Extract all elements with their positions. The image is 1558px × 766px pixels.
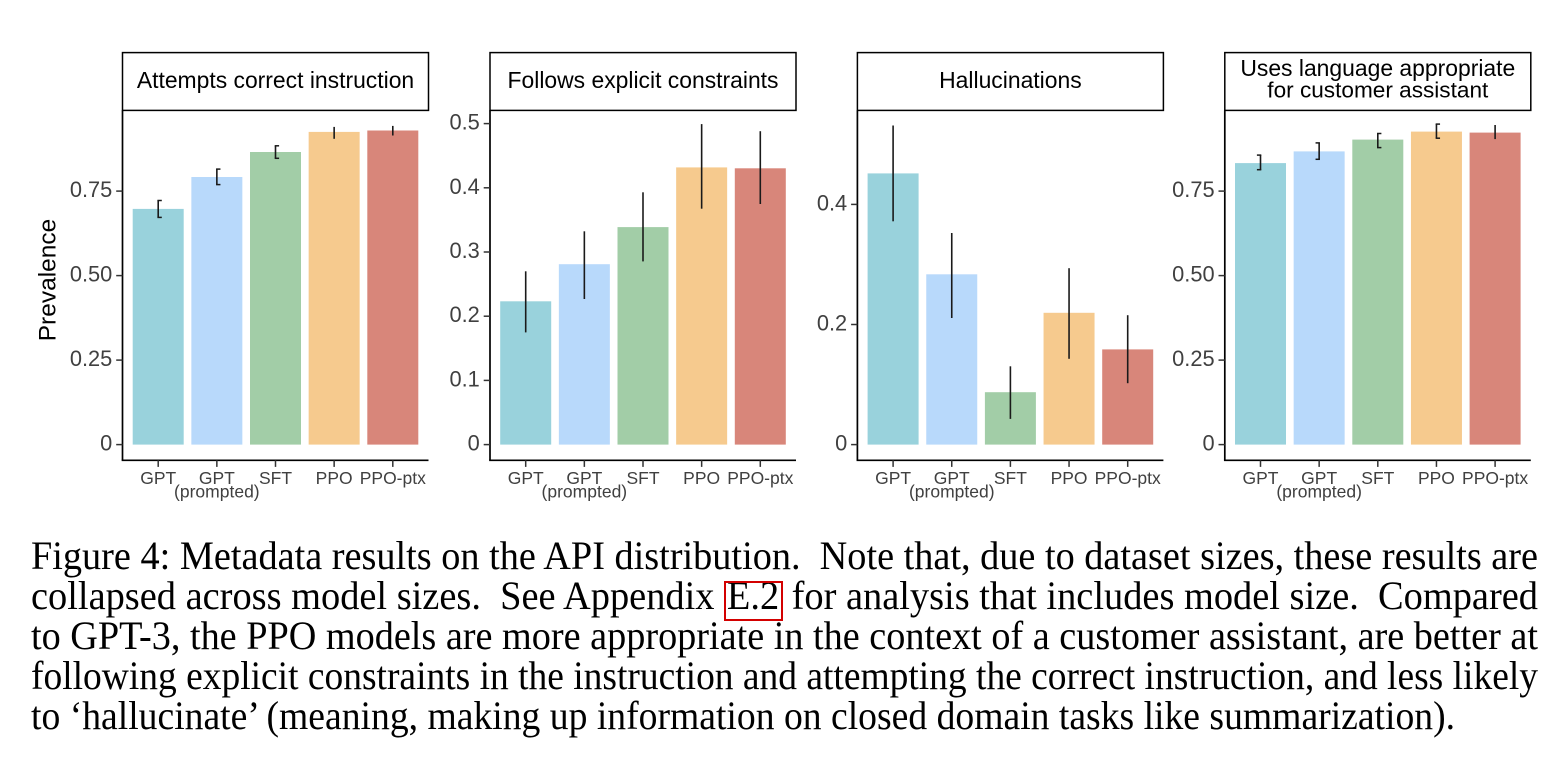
svg-text:0: 0 bbox=[1202, 431, 1214, 456]
svg-text:(prompted): (prompted) bbox=[1276, 482, 1362, 502]
svg-text:GPT: GPT bbox=[199, 468, 235, 488]
svg-text:0.5: 0.5 bbox=[449, 110, 479, 135]
svg-text:PPO-ptx: PPO-ptx bbox=[1462, 468, 1528, 488]
svg-text:PPO: PPO bbox=[1418, 468, 1455, 488]
svg-text:GPT: GPT bbox=[566, 468, 602, 488]
svg-text:PPO: PPO bbox=[316, 468, 353, 488]
svg-text:0: 0 bbox=[835, 431, 847, 456]
svg-text:0.4: 0.4 bbox=[449, 174, 479, 199]
svg-text:(prompted): (prompted) bbox=[909, 482, 995, 502]
svg-text:Attempts correct instruction: Attempts correct instruction bbox=[137, 67, 414, 93]
svg-text:Follows explicit constraints: Follows explicit constraints bbox=[508, 67, 779, 93]
svg-text:0.25: 0.25 bbox=[1172, 346, 1214, 371]
svg-text:0.3: 0.3 bbox=[449, 238, 479, 263]
svg-text:GPT: GPT bbox=[875, 468, 911, 488]
svg-text:GPT: GPT bbox=[508, 468, 544, 488]
svg-text:0.4: 0.4 bbox=[817, 190, 847, 215]
svg-text:0.25: 0.25 bbox=[70, 346, 112, 371]
svg-text:0.75: 0.75 bbox=[1172, 177, 1214, 202]
svg-text:0: 0 bbox=[100, 431, 112, 456]
svg-text:PPO-ptx: PPO-ptx bbox=[727, 468, 793, 488]
svg-text:SFT: SFT bbox=[1361, 468, 1394, 488]
svg-text:for customer assistant: for customer assistant bbox=[1267, 78, 1489, 103]
svg-text:0.50: 0.50 bbox=[70, 262, 112, 287]
svg-text:SFT: SFT bbox=[259, 468, 292, 488]
svg-text:Uses language appropriate: Uses language appropriate bbox=[1240, 55, 1515, 81]
svg-text:0.75: 0.75 bbox=[70, 177, 112, 202]
svg-text:GPT: GPT bbox=[934, 468, 970, 488]
svg-text:0: 0 bbox=[468, 431, 480, 456]
svg-text:Prevalence: Prevalence bbox=[35, 219, 62, 342]
svg-text:0.2: 0.2 bbox=[449, 302, 479, 327]
svg-text:GPT: GPT bbox=[1243, 468, 1279, 488]
svg-text:(prompted): (prompted) bbox=[174, 482, 260, 502]
svg-text:0.50: 0.50 bbox=[1172, 262, 1214, 287]
svg-text:Hallucinations: Hallucinations bbox=[939, 67, 1082, 93]
svg-text:SFT: SFT bbox=[994, 468, 1027, 488]
svg-text:GPT: GPT bbox=[140, 468, 176, 488]
svg-text:PPO-ptx: PPO-ptx bbox=[360, 468, 426, 488]
svg-text:(prompted): (prompted) bbox=[542, 482, 628, 502]
svg-text:PPO: PPO bbox=[683, 468, 720, 488]
svg-text:0.1: 0.1 bbox=[449, 366, 479, 391]
svg-text:SFT: SFT bbox=[626, 468, 659, 488]
svg-text:PPO-ptx: PPO-ptx bbox=[1095, 468, 1161, 488]
svg-text:GPT: GPT bbox=[1301, 468, 1337, 488]
svg-text:PPO: PPO bbox=[1051, 468, 1088, 488]
svg-text:0.2: 0.2 bbox=[817, 311, 847, 336]
